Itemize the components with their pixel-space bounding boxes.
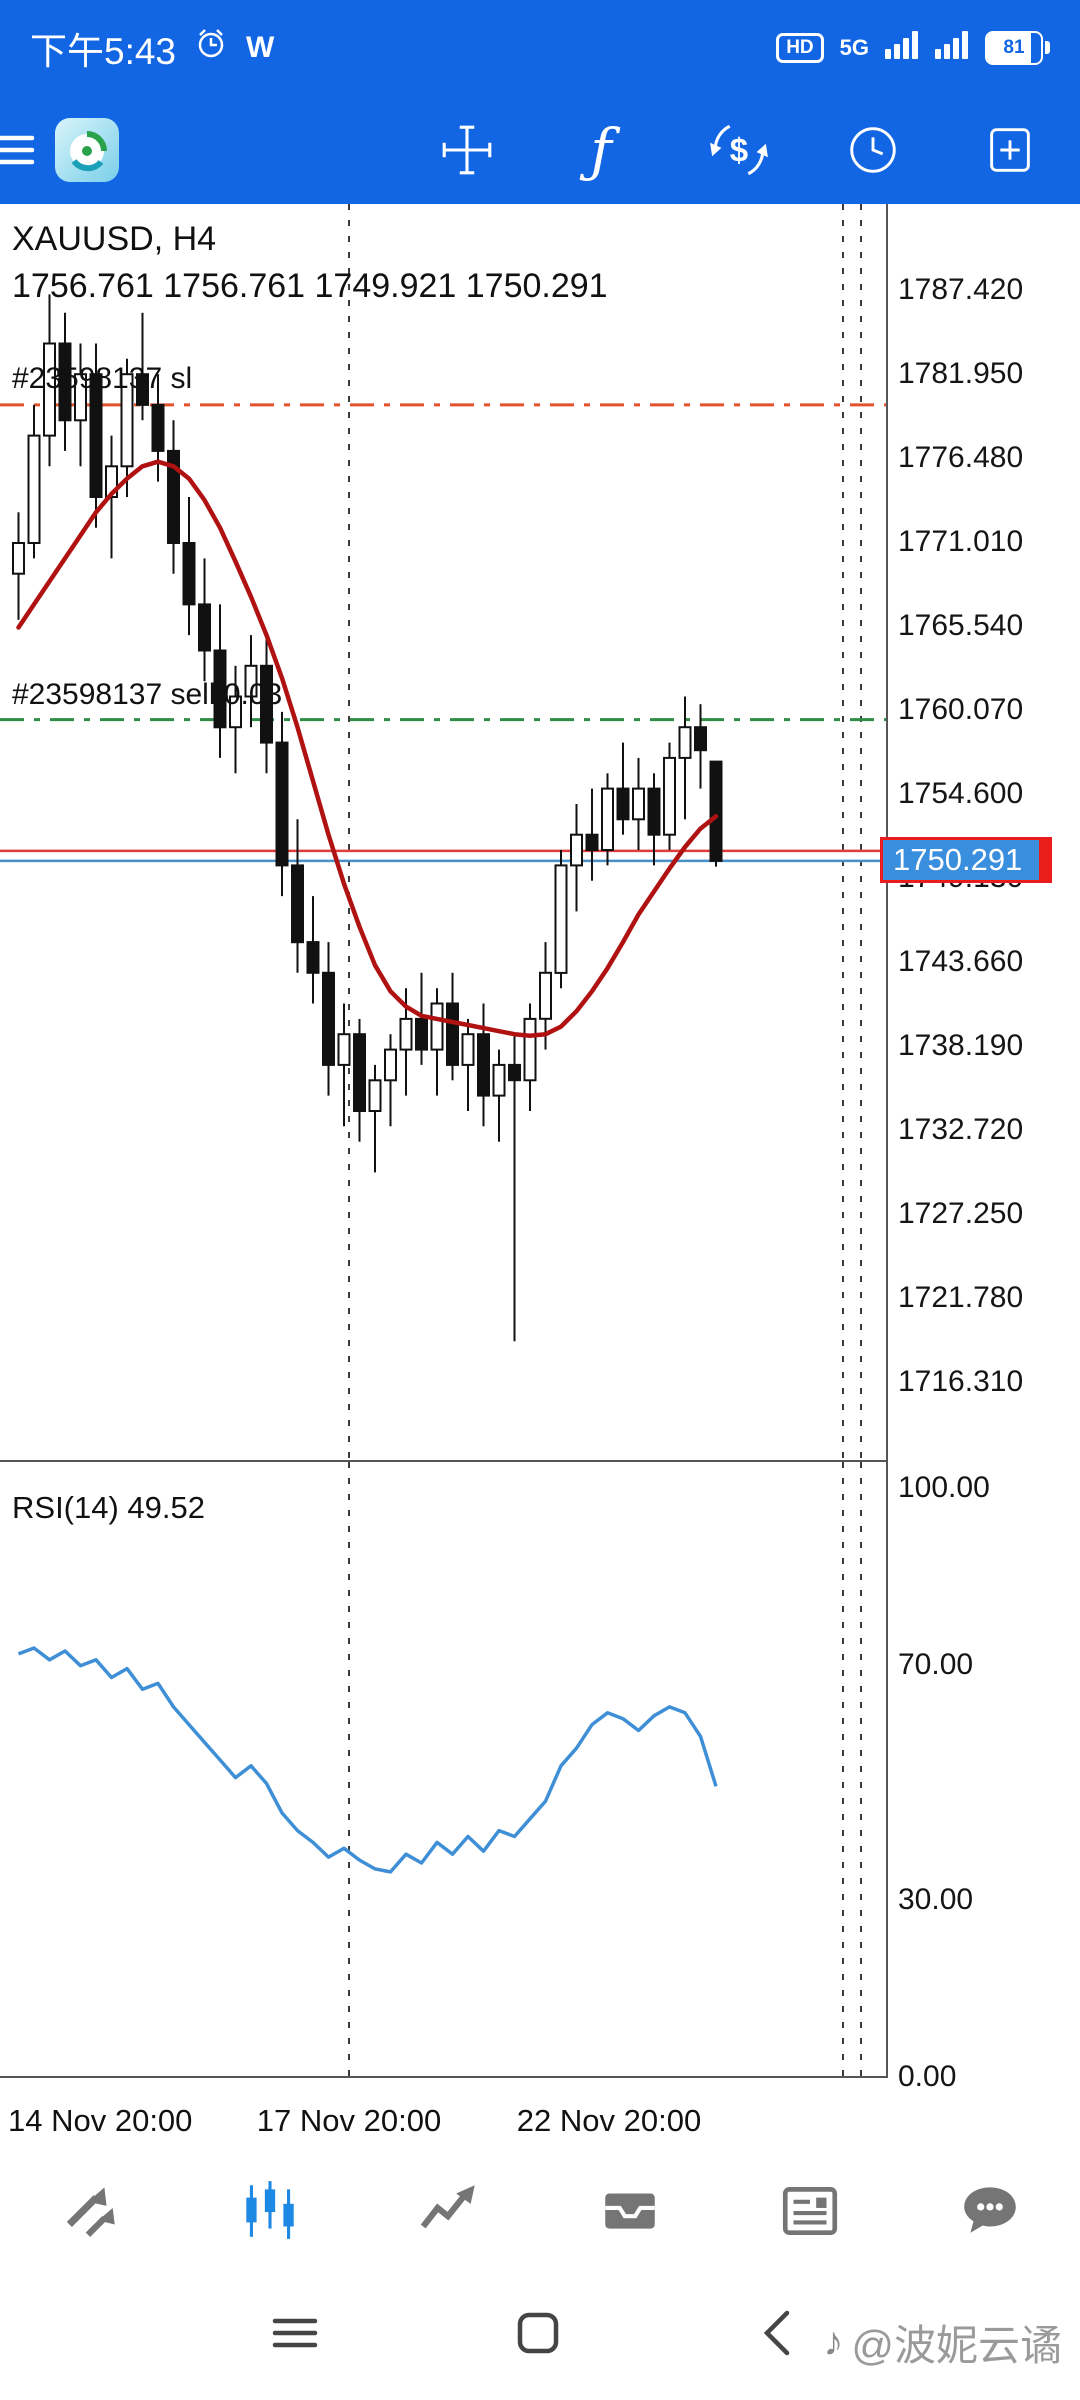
price-axis-label: 1732.720 [898,1112,1024,1146]
indicators-icon[interactable]: ƒ [590,115,612,184]
stop-loss-label: #23598137 sl [12,362,193,395]
chart-panel: XAUUSD, H4 1756.761 1756.761 1749.921 17… [0,204,1080,2155]
menu-icon[interactable] [0,111,38,189]
ohlc-values: 1756.761 1756.761 1749.921 1750.291 [12,267,608,305]
app-logo[interactable] [52,111,122,189]
symbol-timeframe-label: XAUUSD, H4 [12,220,217,258]
nav-trade[interactable] [408,2168,492,2252]
price-axis-label: 1727.250 [898,1196,1024,1230]
status-bar: 下午5:43 W HD 5G 81 [0,0,1080,95]
price-axis-label: 1771.010 [898,524,1024,558]
price-axis-label: 1760.070 [898,692,1024,726]
sell-order-label: #23598137 sell 0.03 [12,678,283,711]
clock-icon[interactable] [838,111,908,189]
price-axis-label: 1743.660 [898,944,1024,978]
nav-messages[interactable] [948,2168,1032,2252]
alarm-icon [194,26,228,69]
price-axis-label: 1721.780 [898,1280,1024,1314]
time-axis-label: 22 Nov 20:00 [516,2103,702,2138]
battery-level: 81 [1003,36,1025,58]
chat-bubble-icon [964,2187,1016,2233]
bottom-navigation [0,2155,1080,2265]
watermark-text: @波妮云谲 [851,2322,1062,2369]
rsi-axis-label: 70.00 [898,1647,974,1681]
rsi-axis-label: 0.00 [898,2060,957,2093]
rsi-indicator-label: RSI(14) 49.52 [12,1490,205,1525]
svg-text:$: $ [730,132,748,169]
price-axis-label: 1716.310 [898,1364,1024,1398]
rsi-line [17,1646,718,1874]
status-left: 下午5:43 W [30,21,274,75]
back-button[interactable] [751,2301,815,2365]
new-order-icon[interactable] [975,111,1045,189]
quotes-arrows-icon [66,2187,115,2237]
music-note-icon: ♪ [823,2320,844,2364]
price-axis: 1750.291 1787.420 1781.950 1776.480 1771.01… [880,204,1080,2155]
inbox-tray-icon [605,2193,655,2229]
home-button[interactable] [506,2301,570,2365]
signal-bars-icon-2 [935,31,969,64]
nav-quotes[interactable] [48,2168,132,2252]
time-axis-label: 17 Nov 20:00 [256,2103,442,2138]
network-type-label: 5G [839,34,869,60]
rsi-axis-label: 30.00 [898,1883,974,1917]
price-axis-label: 1776.480 [898,440,1024,474]
crosshair-icon[interactable] [432,111,502,189]
newspaper-icon [782,2187,838,2236]
toolbar: ƒ $ [0,95,1080,204]
hd-badge: HD [776,32,824,63]
watermark: ♪ @波妮云谲 [823,2312,1062,2373]
candlestick-chart[interactable] [0,204,888,1462]
candlestick-icon [246,2181,294,2239]
price-axis-label: 1754.600 [898,776,1024,810]
current-price-badge: 1750.291 [880,836,1052,883]
signal-bars-icon [885,31,919,64]
price-axis-label: 1765.540 [898,608,1024,642]
time-axis-label: 14 Nov 20:00 [8,2103,193,2138]
price-axis-label: 1787.420 [898,273,1024,306]
rsi-indicator-chart[interactable] [0,1462,888,2078]
battery-icon: 81 [985,30,1050,65]
clock-time: 下午5:43 [30,30,177,72]
rsi-axis-label: 100.00 [898,1471,990,1504]
nav-news[interactable] [768,2168,852,2252]
trade-icon[interactable]: $ [704,111,774,189]
trend-arrow-icon [420,2185,475,2229]
vowifi-icon: W [246,30,275,64]
candles-group [12,294,723,1342]
price-axis-label: 1781.950 [898,356,1024,390]
moving-average-line [16,459,719,1039]
recents-button[interactable] [263,2301,327,2365]
price-axis-label: 1738.190 [898,1028,1024,1062]
status-right: HD 5G 81 [776,30,1050,65]
android-navigation-bar [0,2265,1080,2400]
nav-mailbox[interactable] [588,2168,672,2252]
nav-charts[interactable] [228,2168,312,2252]
